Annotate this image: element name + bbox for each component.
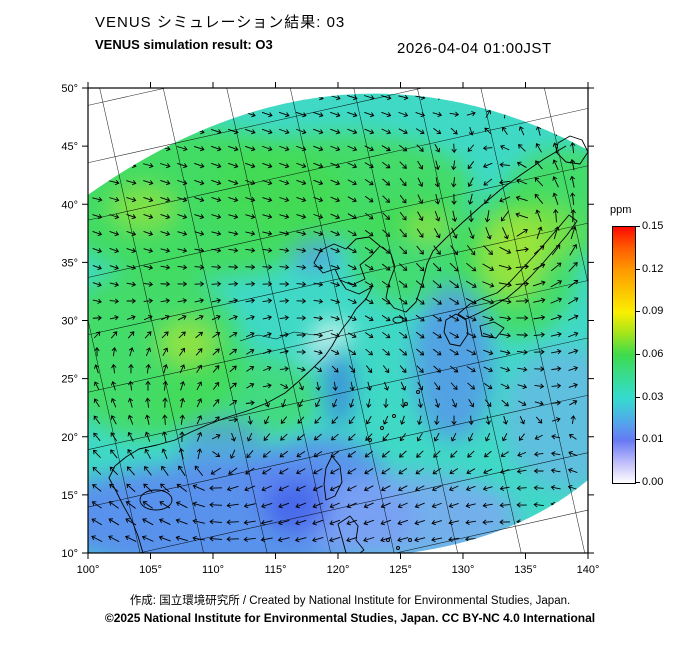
x-tick-label: 140° [577,564,600,576]
x-tick-label: 125° [389,564,412,576]
title-japanese: VENUS シミュレーション結果: 03 [95,14,346,31]
y-tick-label: 25° [61,374,78,386]
colorbar: ppm 0.15 0.12 0.09 0.06 0.03 0.01 0.00 [602,202,700,512]
x-tick-label: 105° [139,564,162,576]
title-english: VENUS simulation result: O3 [95,37,273,52]
colorbar-tick [636,354,640,355]
colorbar-tick-label: 0.09 [642,305,664,318]
timestamp: 2026-04-04 01:00JST [397,40,552,57]
coastlines [108,135,588,553]
colorbar-tick [636,226,640,227]
y-tick-label: 15° [61,490,78,502]
x-tick-label: 110° [202,564,224,576]
y-tick-label: 40° [61,199,78,211]
y-tick-label: 50° [61,83,78,95]
y-tick-label: 45° [61,141,78,153]
x-tick-label: 115° [265,564,287,576]
credit-line: 作成: 国立環境研究所 / Created by National Instit… [129,595,571,607]
x-tick-label: 135° [514,564,537,576]
y-tick-label: 10° [61,548,78,560]
colorbar-tick-label: 0.15 [642,220,664,232]
map-plot: 100° 105° 110° 115° 120° 125° 130° 135° 140° 50° 4… [61,82,600,576]
y-tick-label: 35° [61,257,78,269]
y-tick-label: 20° [61,432,78,444]
colorbar-tick [636,268,640,270]
colorbar-tick-label: 0.03 [642,390,664,403]
colorbar-tick-label: 0.12 [642,262,664,275]
colorbar-tick [636,311,640,313]
plot-area [88,88,588,554]
graticule [88,88,588,553]
colorbar-tick-label: 0.01 [642,433,664,446]
x-tick-label: 120° [327,564,350,576]
colorbar-tick-label: 0.00 [642,476,664,488]
colorbar-tick [636,396,640,398]
x-tick-label: 130° [452,564,475,576]
colorbar-unit-label: ppm [610,204,632,216]
y-tick-label: 30° [61,316,78,328]
colorbar-tick-label: 0.06 [642,348,664,360]
ozone-field [88,93,588,554]
x-tick-label: 100° [77,564,100,576]
colorbar-tick [636,439,640,441]
colorbar-gradient [612,226,636,484]
license-line: ©2025 National Institute for Environment… [104,611,596,625]
colorbar-tick [636,482,640,483]
